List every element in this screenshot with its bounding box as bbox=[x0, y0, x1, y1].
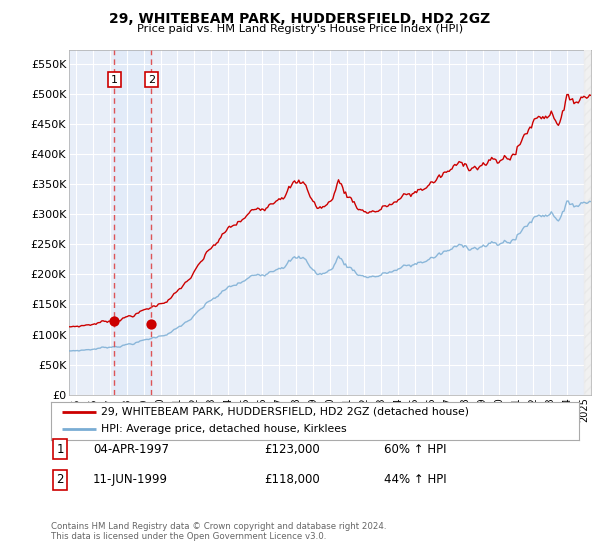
Text: £123,000: £123,000 bbox=[264, 442, 320, 456]
Text: 60% ↑ HPI: 60% ↑ HPI bbox=[384, 442, 446, 456]
Text: 11-JUN-1999: 11-JUN-1999 bbox=[93, 473, 168, 487]
Text: 29, WHITEBEAM PARK, HUDDERSFIELD, HD2 2GZ (detached house): 29, WHITEBEAM PARK, HUDDERSFIELD, HD2 2G… bbox=[101, 407, 469, 417]
Text: 2: 2 bbox=[148, 74, 155, 85]
Text: 1: 1 bbox=[111, 74, 118, 85]
Text: 04-APR-1997: 04-APR-1997 bbox=[93, 442, 169, 456]
Point bbox=[146, 319, 156, 328]
Bar bbox=[114, 50, 151, 395]
Text: HPI: Average price, detached house, Kirklees: HPI: Average price, detached house, Kirk… bbox=[101, 424, 347, 435]
Text: 2: 2 bbox=[56, 473, 64, 487]
Point bbox=[109, 316, 119, 325]
Text: 1: 1 bbox=[56, 442, 64, 456]
Bar bbox=[584, 50, 591, 395]
Text: Price paid vs. HM Land Registry's House Price Index (HPI): Price paid vs. HM Land Registry's House … bbox=[137, 24, 463, 34]
Text: 44% ↑ HPI: 44% ↑ HPI bbox=[384, 473, 446, 487]
Text: Contains HM Land Registry data © Crown copyright and database right 2024.
This d: Contains HM Land Registry data © Crown c… bbox=[51, 522, 386, 542]
Text: 29, WHITEBEAM PARK, HUDDERSFIELD, HD2 2GZ: 29, WHITEBEAM PARK, HUDDERSFIELD, HD2 2G… bbox=[109, 12, 491, 26]
Text: £118,000: £118,000 bbox=[264, 473, 320, 487]
